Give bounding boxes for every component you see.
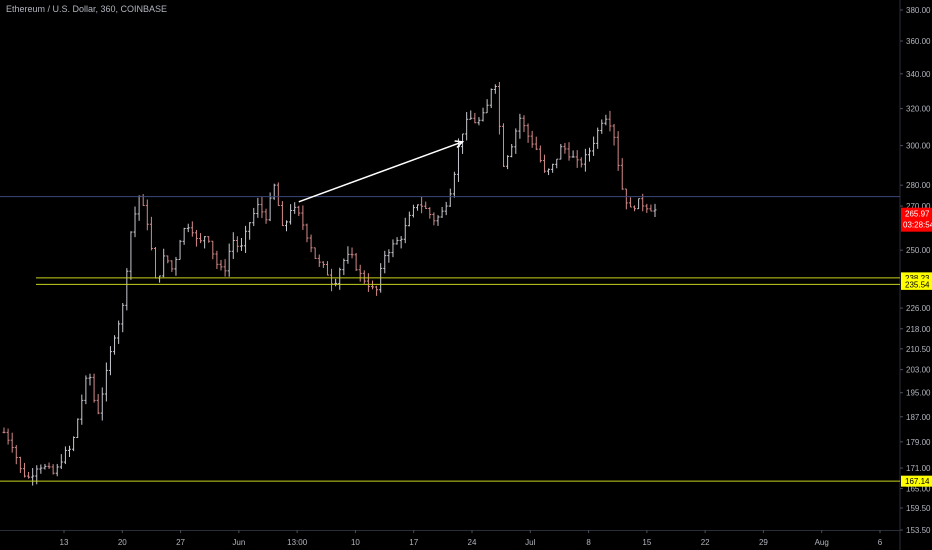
price-level-tag-label: 167.14 <box>905 477 930 486</box>
time-axis-label: 13 <box>60 538 69 547</box>
time-axis-label: 13:00 <box>287 538 308 547</box>
time-axis-label: 10 <box>351 538 360 547</box>
price-axis-label: 187.00 <box>906 413 931 422</box>
price-level-tag <box>901 475 932 487</box>
time-axis-label: 6 <box>878 538 883 547</box>
time-axis-label: 29 <box>759 538 768 547</box>
price-axis-label: 270.00 <box>906 202 931 211</box>
price-axis-label: 280.00 <box>906 181 931 190</box>
price-axis-label: 179.00 <box>906 438 931 447</box>
price-axis-label: 218.00 <box>906 325 931 334</box>
price-axis-label: 340.00 <box>906 70 931 79</box>
trend-arrow-line[interactable] <box>298 141 463 203</box>
price-axis-label: 250.00 <box>906 246 931 255</box>
price-axis-label: 210.50 <box>906 345 931 354</box>
current-price-tag <box>901 207 932 232</box>
time-axis-label: 22 <box>701 538 710 547</box>
time-axis-label: Jul <box>525 538 535 547</box>
current-price-label: 265.97 <box>905 210 930 219</box>
time-axis-label: 20 <box>118 538 127 547</box>
time-axis-label: 27 <box>176 538 185 547</box>
time-axis-label: 15 <box>642 538 651 547</box>
price-axis-label: 320.00 <box>906 105 931 114</box>
price-axis-label: 226.00 <box>906 304 931 313</box>
price-level-tag-label: 235.54 <box>905 280 930 289</box>
price-axis-label: 165.00 <box>906 485 931 494</box>
price-axis-label: 159.50 <box>906 504 931 513</box>
price-axis-label: 300.00 <box>906 142 931 151</box>
time-axis-label: 17 <box>409 538 418 547</box>
time-axis-label: 24 <box>468 538 477 547</box>
price-level-tag-label: 238.23 <box>905 274 930 283</box>
trend-arrow-head[interactable] <box>454 140 465 149</box>
price-axis-label: 153.50 <box>906 526 931 535</box>
price-axis-label: 203.00 <box>906 366 931 375</box>
time-axis-label: Aug <box>815 538 829 547</box>
price-axis-label: 380.00 <box>906 6 931 15</box>
price-level-tag <box>901 278 932 290</box>
price-axis-label: 360.00 <box>906 37 931 46</box>
price-axis-label: 195.00 <box>906 389 931 398</box>
chart-title: Ethereum / U.S. Dollar, 360, COINBASE <box>6 4 168 14</box>
time-axis-label: 8 <box>586 538 591 547</box>
candle-countdown-label: 03:28:54 <box>903 221 932 230</box>
price-axis-label: 171.00 <box>906 464 931 473</box>
time-axis-label: Jun <box>232 538 245 547</box>
price-level-tag <box>901 272 932 284</box>
